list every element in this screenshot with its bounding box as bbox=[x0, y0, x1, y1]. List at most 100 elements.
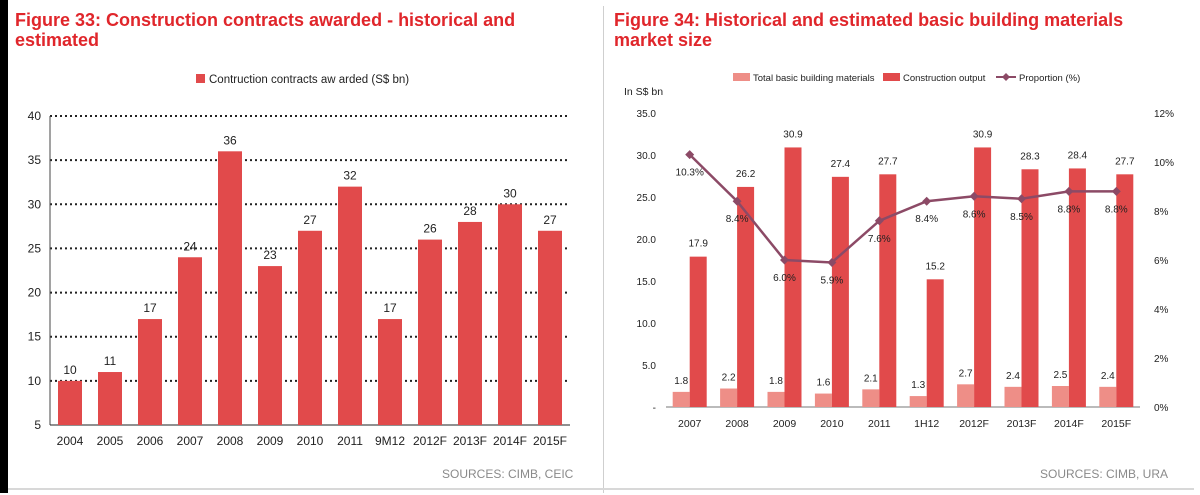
bar bbox=[138, 319, 162, 425]
x-tick-label: 2014F bbox=[493, 434, 527, 448]
data-label-construction-output: 28.4 bbox=[1068, 150, 1088, 161]
x-tick-label: 2008 bbox=[725, 418, 749, 430]
figure-33-source: SOURCES: CIMB, CEIC bbox=[442, 467, 574, 481]
marker-proportion bbox=[969, 191, 979, 201]
data-label-total-materials: 1.8 bbox=[769, 376, 783, 387]
x-tick-label: 2013F bbox=[1007, 418, 1037, 430]
legend-label-total-materials: Total basic building materials bbox=[753, 73, 875, 84]
bar-construction-output bbox=[1068, 168, 1086, 407]
left-accent-bar bbox=[0, 0, 8, 493]
data-label: 11 bbox=[104, 354, 117, 368]
y-tick-label: 35.0 bbox=[637, 109, 657, 120]
data-label-construction-output: 26.2 bbox=[736, 169, 756, 180]
x-tick-label: 2014F bbox=[1054, 418, 1084, 430]
data-label-construction-output: 27.7 bbox=[1115, 156, 1135, 167]
bar-total-materials bbox=[909, 396, 927, 407]
data-label-total-materials: 2.7 bbox=[959, 368, 973, 379]
bar bbox=[418, 239, 442, 425]
bar-total-materials bbox=[814, 393, 832, 407]
bar-construction-output bbox=[784, 147, 802, 407]
data-label: 27 bbox=[303, 213, 317, 227]
data-label-total-materials: 2.4 bbox=[1006, 371, 1020, 382]
data-label: 36 bbox=[223, 133, 237, 147]
data-label-construction-output: 15.2 bbox=[925, 261, 945, 272]
figure-34-source: SOURCES: CIMB, URA bbox=[1040, 467, 1169, 481]
figure-33-title: Figure 33: Construction contracts awarde… bbox=[15, 10, 516, 50]
data-label-proportion: 8.4% bbox=[915, 214, 938, 225]
bar-construction-output bbox=[926, 279, 944, 407]
data-label: 32 bbox=[343, 169, 357, 183]
bar-total-materials bbox=[767, 391, 785, 407]
marker-proportion bbox=[874, 216, 884, 226]
bar-total-materials bbox=[1051, 386, 1069, 407]
y2-tick-label: 4% bbox=[1154, 305, 1169, 316]
data-label: 23 bbox=[263, 248, 277, 262]
data-label-construction-output: 27.4 bbox=[831, 159, 851, 170]
y-tick-label: 30.0 bbox=[637, 151, 657, 162]
bar bbox=[538, 230, 562, 425]
marker-proportion bbox=[1111, 186, 1121, 196]
line-proportion bbox=[688, 153, 1117, 264]
bar-construction-output bbox=[1021, 169, 1039, 407]
x-tick-label: 2015F bbox=[1101, 418, 1131, 430]
x-tick-label: 2010 bbox=[297, 434, 324, 448]
marker-proportion bbox=[922, 196, 932, 206]
data-label: 17 bbox=[383, 301, 397, 315]
legend-label-proportion: Proportion (%) bbox=[1019, 73, 1080, 84]
x-tick-label: 2011 bbox=[337, 434, 363, 448]
y2-tick-label: 6% bbox=[1154, 256, 1169, 267]
y2-tick-label: 10% bbox=[1154, 158, 1174, 169]
bottom-rule bbox=[8, 488, 1194, 490]
y-tick-label: 15 bbox=[28, 330, 42, 344]
bar-construction-output bbox=[737, 186, 755, 407]
data-label: 27 bbox=[543, 213, 557, 227]
y-tick-label: 10 bbox=[28, 374, 42, 388]
figure-34-title: Figure 34: Historical and estimated basi… bbox=[614, 10, 1124, 50]
marker-proportion bbox=[1064, 186, 1074, 196]
y2-tick-label: 12% bbox=[1154, 109, 1174, 120]
x-tick-label: 2009 bbox=[773, 418, 797, 430]
data-label-construction-output: 30.9 bbox=[973, 129, 993, 140]
y-tick-label: 25.0 bbox=[637, 193, 657, 204]
y-tick-label: 20.0 bbox=[637, 235, 657, 246]
x-tick-label: 2005 bbox=[97, 434, 124, 448]
data-label-construction-output: 27.7 bbox=[878, 156, 898, 167]
marker-proportion bbox=[1017, 194, 1026, 204]
data-label-proportion: 8.4% bbox=[726, 214, 749, 225]
x-tick-label: 1H12 bbox=[914, 418, 939, 430]
bar bbox=[58, 380, 82, 425]
data-label-total-materials: 1.6 bbox=[816, 378, 830, 389]
legend-marker-proportion bbox=[1002, 73, 1010, 81]
data-label: 26 bbox=[423, 222, 437, 236]
marker-proportion bbox=[780, 255, 789, 265]
bar bbox=[258, 266, 282, 425]
data-label-total-materials: 2.1 bbox=[864, 373, 878, 384]
bar-construction-output bbox=[831, 176, 849, 407]
panel-divider bbox=[603, 6, 604, 493]
x-tick-label: 2007 bbox=[177, 434, 204, 448]
y-tick-label: - bbox=[653, 403, 656, 414]
marker-proportion bbox=[827, 257, 837, 267]
bar-total-materials bbox=[1099, 386, 1117, 407]
marker-proportion bbox=[732, 196, 742, 206]
x-tick-label: 2007 bbox=[678, 418, 702, 430]
data-label: 24 bbox=[183, 239, 197, 253]
bar-total-materials bbox=[862, 389, 880, 407]
data-label-proportion: 10.3% bbox=[676, 168, 704, 179]
legend-swatch-total-materials bbox=[733, 73, 750, 81]
y-tick-label: 25 bbox=[28, 241, 42, 255]
data-label-total-materials: 1.8 bbox=[674, 376, 688, 387]
data-label-proportion: 7.6% bbox=[868, 234, 891, 245]
legend-swatch-construction-output bbox=[883, 73, 900, 81]
data-label-proportion: 6.0% bbox=[773, 273, 796, 284]
x-tick-label: 2010 bbox=[820, 418, 844, 430]
y-tick-label: 5 bbox=[34, 418, 41, 432]
chart-construction-contracts: Contruction contracts aw arded (S$ bn) 5 1… bbox=[28, 74, 570, 448]
x-tick-label: 2009 bbox=[257, 434, 284, 448]
y2-tick-label: 0% bbox=[1154, 403, 1169, 414]
y-tick-label: 20 bbox=[28, 286, 42, 300]
data-label: 17 bbox=[143, 301, 157, 315]
y-axis-title: In S$ bn bbox=[624, 86, 663, 98]
x-tick-label: 2013F bbox=[453, 434, 487, 448]
bar-total-materials bbox=[957, 384, 975, 407]
